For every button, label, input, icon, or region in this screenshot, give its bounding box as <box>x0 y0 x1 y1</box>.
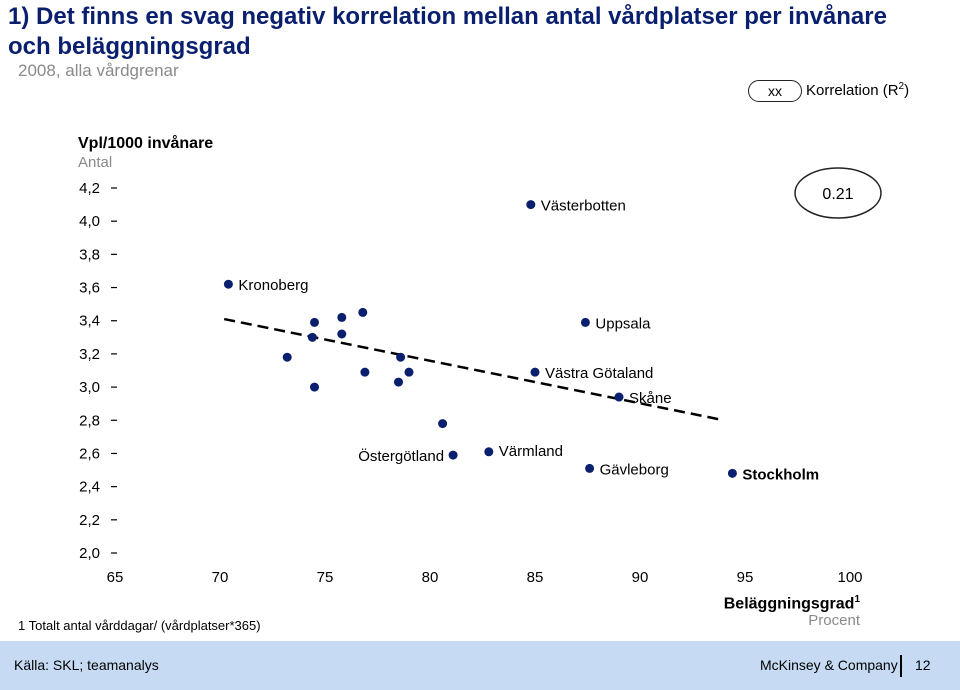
y-tick-label: 3,6 <box>79 280 100 297</box>
point-label: Stockholm <box>742 466 819 483</box>
data-point <box>614 392 624 402</box>
legend-label: Korrelation (R2) <box>806 81 909 99</box>
legend-label-sup: 2 <box>898 81 905 92</box>
footnote: 1 Totalt antal vårddagar/ (vårdplatser*3… <box>18 618 261 633</box>
data-point <box>396 352 406 362</box>
point-label: Gävleborg <box>600 461 669 478</box>
data-point <box>360 367 370 377</box>
legend-label-end: ) <box>904 82 910 99</box>
x-axis-label-sup: 1 <box>854 594 860 605</box>
y-tick-label: 2,6 <box>79 445 100 462</box>
y-tick-label: 2,2 <box>79 512 100 529</box>
chart-axes: 2,0 2,2 2,4 2,6 2,8 3,0 3,2 3,4 3,6 3,8 4,0 4,2 65 70… <box>79 180 862 586</box>
legend-label-text: Korrelation (R <box>806 82 899 99</box>
y-axis-label: Vpl/1000 invånare <box>78 135 214 152</box>
data-point <box>282 352 292 362</box>
data-point <box>727 468 737 478</box>
data-point <box>580 317 590 327</box>
data-point <box>337 329 347 339</box>
page-subtitle: 2008, alla vårdgrenar <box>18 61 179 80</box>
x-tick-label: 75 <box>317 569 334 586</box>
y-axis-unit: Antal <box>78 154 113 171</box>
y-tick-label: 3,4 <box>79 313 100 330</box>
footer-brand: McKinsey & Company <box>760 657 898 673</box>
chart-points: Kronoberg Östergötland Värmland Västerbotte… <box>223 198 819 483</box>
data-point <box>310 382 319 392</box>
x-tick-label: 95 <box>737 569 754 586</box>
x-tick-label: 65 <box>107 569 124 586</box>
r2-value: 0.21 <box>822 186 853 203</box>
y-tick-label: 3,2 <box>79 346 100 363</box>
point-label: Uppsala <box>595 315 651 332</box>
y-tick-label: 3,0 <box>79 379 100 396</box>
data-point <box>394 377 403 387</box>
footer-bar: Källa: SKL; teamanalys McKinsey & Compan… <box>0 641 960 690</box>
point-label: Skåne <box>629 390 672 407</box>
x-axis-label: Beläggningsgrad1 <box>724 594 860 613</box>
data-point <box>310 317 319 327</box>
data-point <box>307 332 317 342</box>
point-label: Östergötland <box>358 447 444 465</box>
data-point <box>438 419 448 429</box>
data-point <box>223 279 233 289</box>
data-point <box>530 367 540 377</box>
r2-ellipse <box>794 167 882 219</box>
point-label: Västra Götaland <box>545 365 653 382</box>
y-tick-label: 2,8 <box>79 412 100 429</box>
x-tick-label: 70 <box>212 569 229 586</box>
data-point <box>358 307 368 317</box>
data-point <box>448 450 458 460</box>
r2-badge: 0.21 <box>794 167 882 219</box>
footer-divider <box>900 655 902 677</box>
x-axis-label-text: Beläggningsgrad <box>723 595 855 613</box>
data-point <box>526 200 536 210</box>
legend-pill: xx <box>748 80 802 102</box>
x-tick-label: 90 <box>632 569 649 586</box>
y-tick-label: 2,4 <box>79 479 100 496</box>
point-label: Västerbotten <box>541 198 626 215</box>
y-tick-label: 3,8 <box>79 246 100 263</box>
point-label: Värmland <box>499 443 563 460</box>
x-tick-label: 100 <box>837 569 862 586</box>
point-label: Kronoberg <box>238 277 308 294</box>
scatter-chart: 2,0 2,2 2,4 2,6 2,8 3,0 3,2 3,4 3,6 3,8 4,0 4,2 65 70… <box>79 167 882 586</box>
data-point <box>337 312 347 322</box>
y-tick-label: 4,0 <box>79 213 100 230</box>
data-point <box>585 463 595 473</box>
x-axis-unit: Procent <box>808 612 860 629</box>
y-tick-label: 2,0 <box>79 545 100 562</box>
data-point <box>404 367 414 377</box>
x-tick-label: 80 <box>422 569 439 586</box>
x-tick-label: 85 <box>527 569 544 586</box>
page-number: 12 <box>915 657 931 673</box>
correlation-legend: xx Korrelation (R2) <box>748 80 928 102</box>
data-point <box>484 447 494 457</box>
footer-source: Källa: SKL; teamanalys <box>14 657 159 673</box>
page-title: 1) Det finns en svag negativ korrelation… <box>8 3 887 60</box>
y-tick-label: 4,2 <box>79 180 100 197</box>
